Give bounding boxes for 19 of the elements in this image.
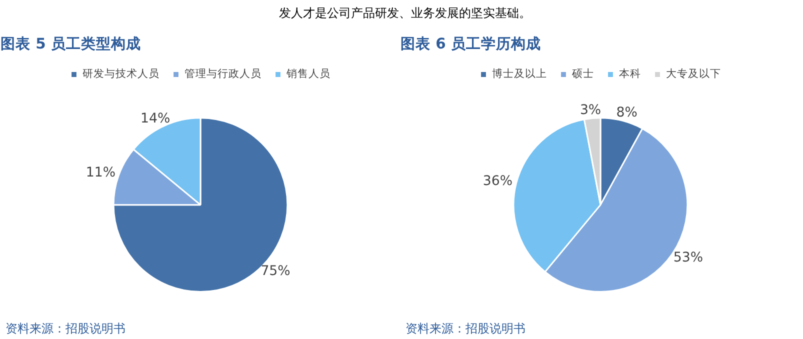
chart-title: 图表 6 员工学历构成 xyxy=(400,36,541,52)
data-label: 8% xyxy=(616,106,638,121)
text: 资料来源：招股说明书 xyxy=(6,322,126,336)
legend-label: 博士及以上 xyxy=(492,67,547,81)
text: 发人才是公司产品研发、业务发展的坚实基础。 xyxy=(279,5,531,22)
data-label: 75% xyxy=(260,264,290,280)
data-label: 36% xyxy=(482,174,513,189)
legend-label: 管理与行政人员 xyxy=(184,67,262,81)
legend-label: 研发与技术人员 xyxy=(82,67,160,81)
text: 资料来源：招股说明书 xyxy=(406,322,526,336)
data-label: 11% xyxy=(86,165,116,180)
legend-label: 大专及以下 xyxy=(666,67,721,81)
legend-label: 硕士 xyxy=(572,67,594,81)
legend-label: 销售人员 xyxy=(286,67,330,81)
legend-label: 本科 xyxy=(619,67,641,81)
data-label: 53% xyxy=(673,250,704,266)
chart-title: 图表 5 员工类型构成 xyxy=(0,36,141,52)
data-label: 14% xyxy=(140,112,170,127)
data-label: 3% xyxy=(580,103,602,118)
